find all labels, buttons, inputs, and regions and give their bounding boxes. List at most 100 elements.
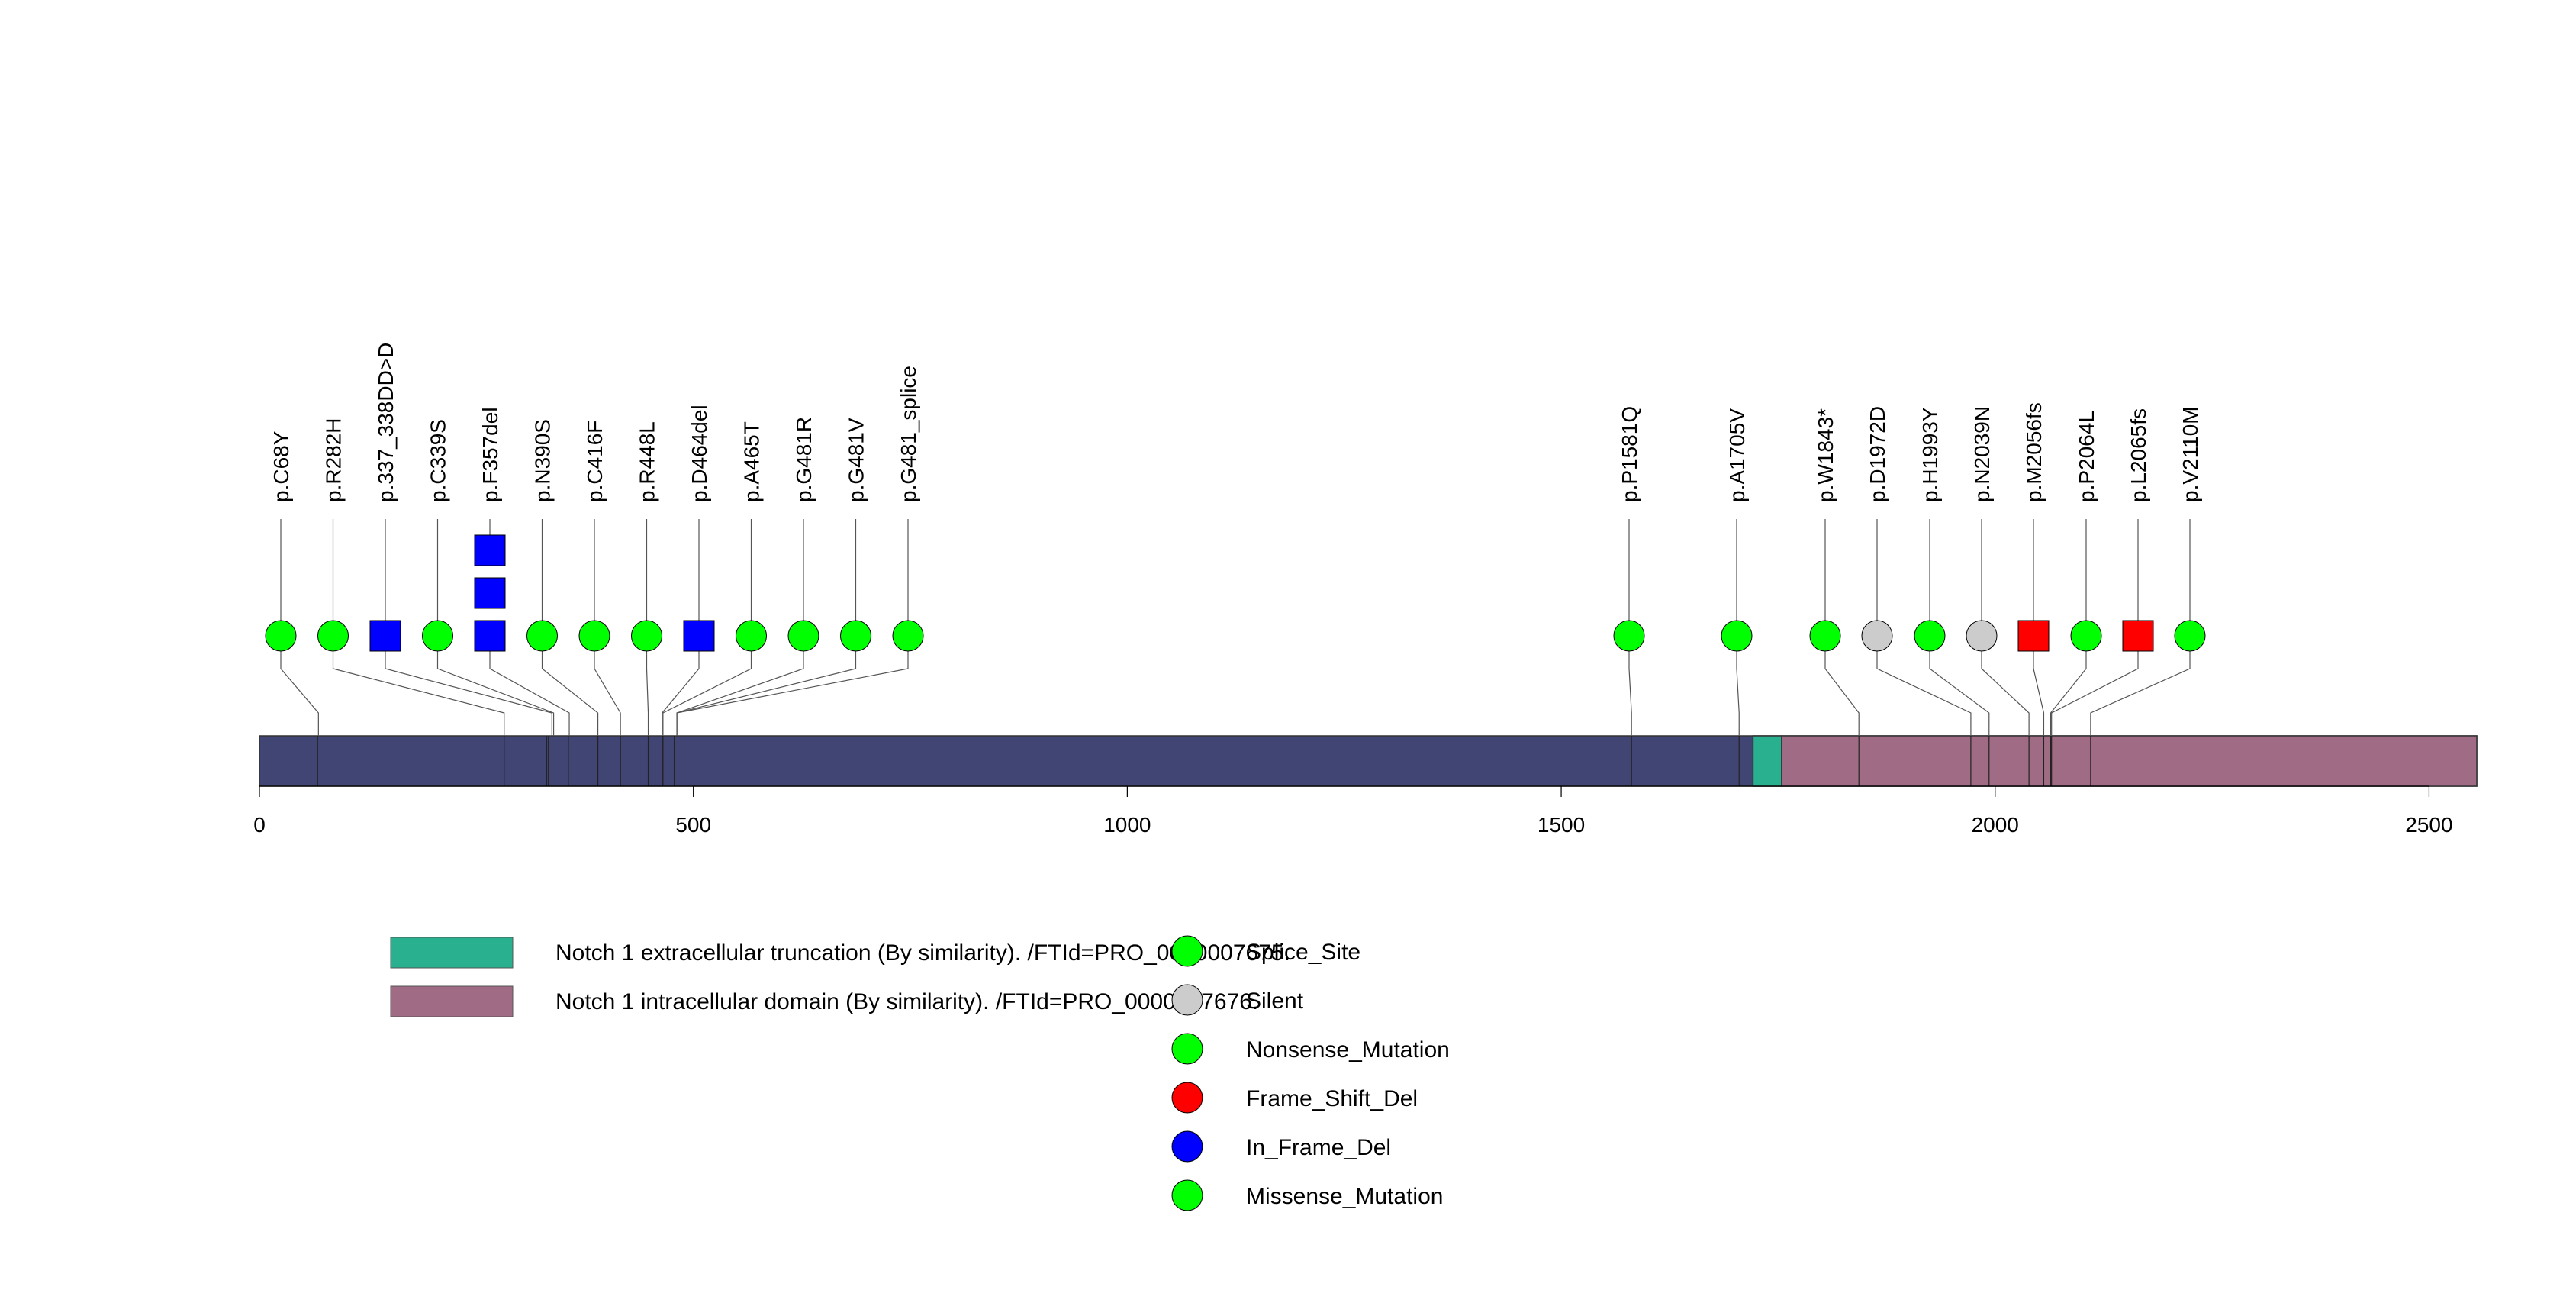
mutation-type-legend-marker <box>1171 1082 1203 1114</box>
mutation-marker-circle <box>317 620 349 652</box>
mutation-label: p.N390S <box>531 419 555 502</box>
x-axis-tick-label: 500 <box>675 813 711 837</box>
mutation-label: p.M2056fs <box>2022 402 2046 502</box>
mutation-marker-square <box>369 620 401 652</box>
lollipop-stems <box>280 519 2191 636</box>
mutation-marker-circle <box>526 620 558 652</box>
mutation-label: p.G481R <box>792 417 816 502</box>
mutation-type-legend: Splice_Site Silent Nonsense_Mutation Frame_… <box>1171 935 1450 1211</box>
mutation-label: p.G481_splice <box>897 366 920 502</box>
domain-legend-label: Notch 1 intracellular domain (By similar… <box>555 989 1258 1014</box>
mutation-marker-circle <box>892 620 924 652</box>
domain-bar-2 <box>1781 735 2478 787</box>
connector-line <box>436 636 555 736</box>
connector-line <box>332 636 505 736</box>
mutation-label: p.P2064L <box>2075 411 2098 502</box>
connector-line <box>646 636 649 736</box>
mutation-marker-circle <box>1809 620 1841 652</box>
mutation-marker-circle <box>736 620 767 652</box>
connector-line <box>1824 636 1860 736</box>
mutation-label: p.C339S <box>427 419 450 502</box>
mutation-type-legend-label: Missense_Mutation <box>1246 1184 1443 1209</box>
mutation-type-legend-label: Splice_Site <box>1246 940 1360 965</box>
connector-line <box>1628 636 1632 736</box>
mutation-label: p.D1972D <box>1866 406 1889 502</box>
connector-line <box>662 636 752 736</box>
mutation-marker-square <box>474 534 506 566</box>
domain-bar-1 <box>1752 735 1782 787</box>
mutation-type-legend-label: In_Frame_Del <box>1246 1135 1391 1160</box>
mutation-label: p.P1581Q <box>1618 406 1641 502</box>
mutation-label: p.N2039N <box>1970 406 1994 502</box>
mutation-marker-circle <box>1914 620 1946 652</box>
mutation-label: p.G481V <box>845 418 868 502</box>
mutation-label: p.A465T <box>740 421 764 502</box>
mutation-marker-circle <box>1613 620 1645 652</box>
connector-line <box>280 636 319 736</box>
mutation-type-legend-label: Nonsense_Mutation <box>1246 1037 1450 1063</box>
mutation-type-legend-marker <box>1171 984 1203 1016</box>
mutation-label: p.D464del <box>687 405 711 502</box>
mutation-type-legend-marker <box>1171 935 1203 967</box>
connector-line <box>2050 636 2087 736</box>
mutation-label: p.R282H <box>322 418 346 502</box>
mutation-type-legend-marker <box>1171 1179 1203 1211</box>
mutation-label: p.F357del <box>478 407 502 502</box>
protein-track <box>259 735 2478 787</box>
connector-line <box>541 636 599 736</box>
mutation-labels: p.C68Y p.R282H p.337_338DD>D p.C339S p.F357d… <box>269 343 2202 502</box>
mutation-marker-circle <box>631 620 662 652</box>
connector-line <box>1929 636 1990 736</box>
mutation-marker-circle <box>840 620 871 652</box>
connector-line <box>2033 636 2045 736</box>
domain-legend-label: Notch 1 extracellular truncation (By sim… <box>555 940 1290 966</box>
connector-line <box>2051 636 2139 736</box>
mutation-label: p.V2110M <box>2178 406 2202 502</box>
domain-legend-swatch <box>390 937 514 969</box>
domain-legend: Notch 1 extracellular truncation (By sim… <box>390 937 1290 1017</box>
lollipop-connectors <box>280 636 2191 736</box>
mutation-marker-circle <box>578 620 610 652</box>
connector-line <box>2090 636 2191 736</box>
mutation-marker-square <box>2122 620 2154 652</box>
mutation-marker-circle <box>1966 620 1998 652</box>
connector-line <box>489 636 570 736</box>
x-axis: 0 500 1000 1500 2000 2500 <box>253 785 2453 837</box>
connector-line <box>662 636 700 736</box>
connector-line <box>594 636 621 736</box>
connector-line <box>385 636 552 736</box>
connector-line <box>1876 636 1972 736</box>
x-axis-tick-label: 1500 <box>1538 813 1585 837</box>
connector-line <box>676 636 909 736</box>
mutation-marker-circle <box>2174 620 2206 652</box>
mutation-label: p.R448L <box>636 421 659 502</box>
connector-line <box>1736 636 1740 736</box>
domain-legend-swatch <box>390 985 514 1017</box>
mutation-marker-circle <box>2070 620 2102 652</box>
mutation-type-legend-marker <box>1171 1130 1203 1163</box>
mutation-marker-circle <box>1721 620 1753 652</box>
mutation-markers <box>265 534 2206 652</box>
connector-line <box>1981 636 2030 736</box>
mutation-type-legend-label: Silent <box>1246 988 1304 1014</box>
mutation-marker-circle <box>1861 620 1893 652</box>
mutation-marker-circle <box>422 620 453 652</box>
mutation-label: p.C68Y <box>269 431 293 502</box>
mutation-marker-square <box>474 577 506 609</box>
x-axis-tick-label: 2500 <box>2405 813 2452 837</box>
mutation-marker-square <box>683 620 715 652</box>
mutation-marker-circle <box>265 620 297 652</box>
mutation-marker-square <box>2017 620 2050 652</box>
mutation-label: p.H1993Y <box>1918 407 1942 502</box>
mutation-marker-circle <box>787 620 819 652</box>
x-axis-tick-label: 0 <box>253 813 266 837</box>
x-axis-tick-label: 2000 <box>1972 813 2019 837</box>
mutation-marker-square <box>474 620 506 652</box>
x-axis-tick-label: 1000 <box>1103 813 1151 837</box>
mutation-label: p.A1705V <box>1725 408 1749 502</box>
mutation-label: p.C416F <box>583 421 607 502</box>
mutation-type-legend-label: Frame_Shift_Del <box>1246 1086 1418 1111</box>
mutation-type-legend-marker <box>1171 1033 1203 1065</box>
mutation-label: p.337_338DD>D <box>374 343 398 502</box>
